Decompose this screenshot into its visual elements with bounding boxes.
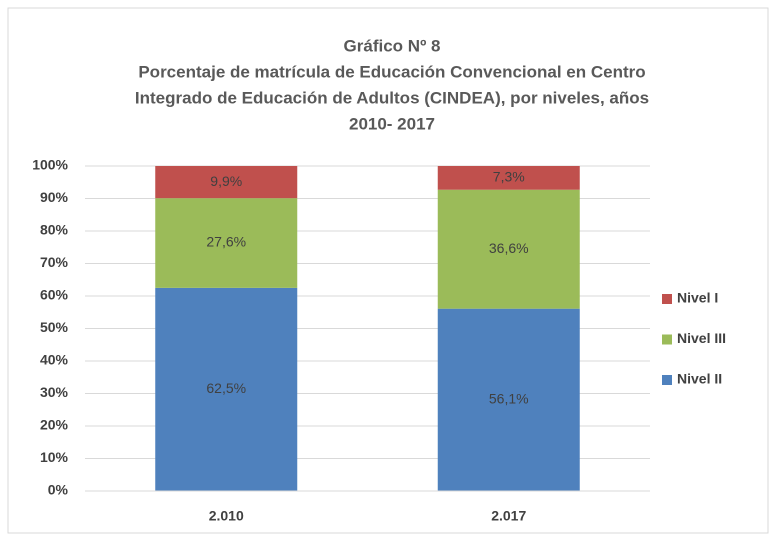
bar-segment: [437, 166, 580, 190]
bar-segment: [155, 166, 298, 199]
chart-title: Integrado de Educación de Adultos (CINDE…: [135, 88, 649, 107]
data-label: 56,1%: [489, 391, 529, 407]
y-tick-label: 40%: [40, 352, 69, 368]
x-tick-label: 2.010: [209, 508, 244, 524]
bar-segment: [437, 308, 580, 491]
chart-title: 2010- 2017: [349, 114, 435, 133]
data-label: 36,6%: [489, 240, 529, 256]
chart-title: Porcentaje de matrícula de Educación Con…: [138, 62, 645, 81]
y-tick-label: 50%: [40, 319, 69, 335]
y-tick-label: 20%: [40, 417, 69, 433]
legend-swatch: [662, 334, 672, 345]
x-tick-label: 2.017: [491, 508, 526, 524]
legend-label: Nivel I: [677, 290, 718, 306]
legend-label: Nivel III: [677, 330, 726, 346]
legend-label: Nivel II: [677, 371, 722, 387]
chart-frame: [7, 7, 769, 534]
data-label: 9,9%: [210, 173, 242, 189]
bar-segment: [155, 287, 298, 491]
y-tick-label: 30%: [40, 384, 69, 400]
y-tick-label: 60%: [40, 287, 69, 303]
y-tick-label: 90%: [40, 189, 69, 205]
chart-title: Gráfico Nº 8: [344, 36, 441, 55]
y-tick-label: 80%: [40, 222, 69, 238]
bar-segment: [437, 189, 580, 309]
y-tick-label: 100%: [32, 157, 68, 173]
y-tick-label: 10%: [40, 449, 69, 465]
y-tick-label: 70%: [40, 254, 69, 270]
data-label: 27,6%: [206, 234, 246, 250]
legend-swatch: [662, 375, 672, 385]
bar-segment: [155, 198, 298, 288]
y-tick-label: 0%: [48, 482, 69, 498]
data-label: 7,3%: [493, 169, 525, 185]
data-label: 62,5%: [206, 380, 246, 396]
legend-swatch: [662, 294, 672, 304]
